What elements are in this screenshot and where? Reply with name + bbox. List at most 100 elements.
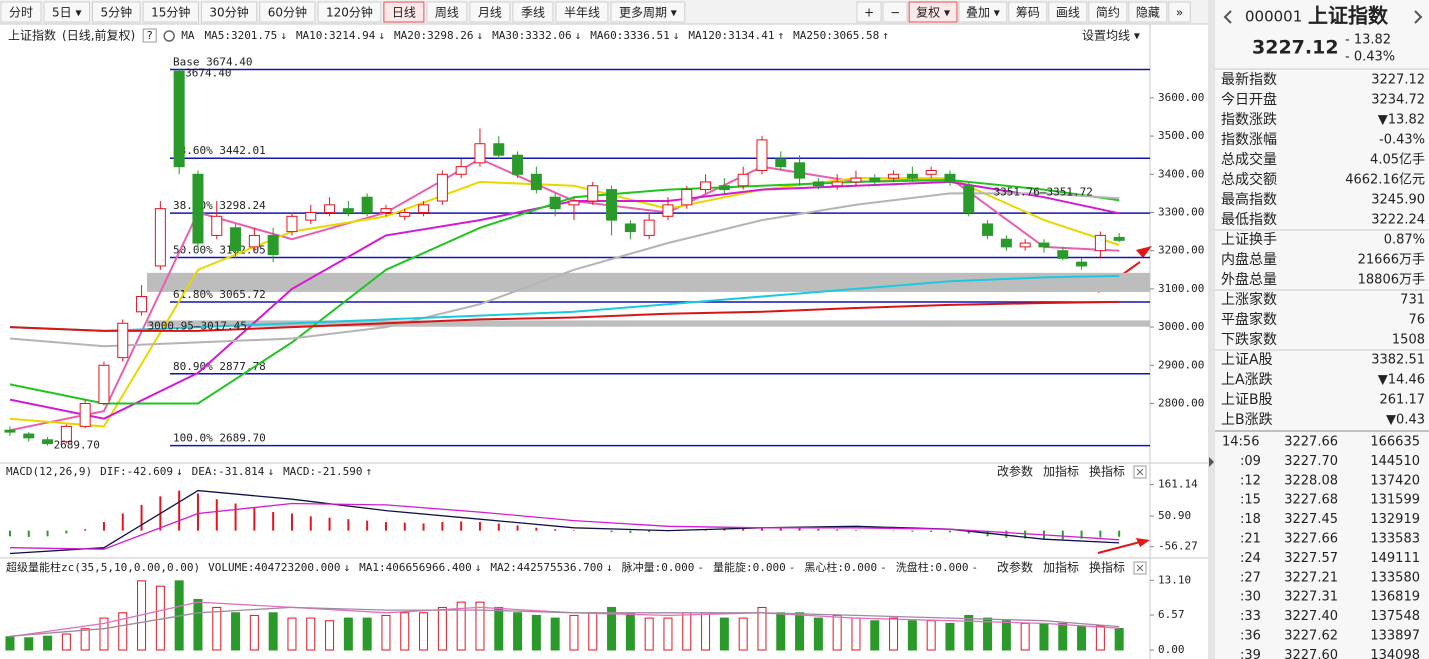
toolbar-label[interactable]: − xyxy=(890,6,900,20)
candle-body xyxy=(79,402,91,427)
candle-body xyxy=(568,200,580,206)
close-button[interactable] xyxy=(1133,465,1147,479)
toolbar-label[interactable]: + xyxy=(864,6,874,20)
toolbar-label[interactable]: 5日 ▾ xyxy=(52,6,81,20)
close-icon[interactable] xyxy=(1136,564,1144,572)
toolbar-button[interactable] xyxy=(383,1,425,23)
toolbar-label[interactable]: 季线 xyxy=(521,6,545,20)
indicator-line xyxy=(9,606,1120,637)
toolbar-button[interactable] xyxy=(610,1,686,23)
gear[interactable] xyxy=(163,30,175,42)
toolbar-button[interactable] xyxy=(317,1,382,23)
settings-icon[interactable] xyxy=(163,30,175,42)
quote-label: 上涨家数 xyxy=(1221,291,1277,308)
legend-entry: MA30:3332.06 xyxy=(492,29,571,42)
toolbar-button[interactable] xyxy=(555,1,609,23)
panel-button[interactable]: 换指标 xyxy=(1089,464,1125,479)
toolbar-button[interactable] xyxy=(92,1,141,23)
quote-label: 上A涨跌 xyxy=(1221,372,1273,388)
panel-button[interactable]: 改参数 xyxy=(997,464,1033,479)
toolbar-button[interactable] xyxy=(1008,1,1048,23)
toolbar-label[interactable]: 分时 xyxy=(9,6,33,20)
candle-body xyxy=(925,169,937,175)
toolbar-button[interactable] xyxy=(43,1,90,23)
toolbar-button[interactable] xyxy=(958,1,1008,23)
legend-entry: MA10:3214.94 xyxy=(296,29,376,42)
toolbar-label[interactable]: 筹码 xyxy=(1016,6,1040,20)
quote-value: ▼14.46 xyxy=(1378,373,1425,388)
close-button[interactable] xyxy=(1133,561,1147,575)
toolbar-button[interactable] xyxy=(1088,1,1128,23)
volume-bar xyxy=(550,617,560,651)
toolbar-button[interactable] xyxy=(200,1,258,23)
quote-code: 000001 xyxy=(1245,8,1302,26)
panel-button[interactable]: 换指标 xyxy=(1089,560,1125,575)
tick-price: 3227.62 xyxy=(1284,629,1338,644)
panel-button[interactable]: 加指标 xyxy=(1043,560,1079,575)
toolbar-label[interactable]: 15分钟 xyxy=(151,5,190,20)
toolbar-label[interactable]: 复权 ▾ xyxy=(916,6,950,20)
candle-body xyxy=(869,177,881,183)
settings-button[interactable]: 设置均线 ▾ xyxy=(1082,29,1140,43)
toolbar-label[interactable]: 隐藏 xyxy=(1136,6,1160,20)
toolbar-button[interactable] xyxy=(1128,1,1168,23)
toolbar-button[interactable] xyxy=(142,1,199,23)
toolbar-label[interactable]: 月线 xyxy=(478,6,502,20)
toolbar-button[interactable] xyxy=(856,1,882,23)
toolbar-label[interactable]: 60分钟 xyxy=(268,5,307,20)
toolbar-button[interactable] xyxy=(908,1,958,23)
toolbar-label[interactable]: 简约 xyxy=(1096,5,1120,20)
toolbar-button[interactable] xyxy=(0,1,42,23)
volume-bar xyxy=(268,612,278,651)
y-tick-label: 3300.00 xyxy=(1158,205,1204,218)
toolbar-label[interactable]: 周线 xyxy=(435,6,459,20)
prev-icon[interactable] xyxy=(1223,10,1232,24)
candle-body xyxy=(1113,236,1125,241)
panel-button[interactable]: 改参数 xyxy=(997,560,1033,575)
candle-body xyxy=(812,181,824,187)
volume-bar xyxy=(795,612,805,651)
toolbar-button[interactable] xyxy=(426,1,468,23)
toolbar-label[interactable]: 120分钟 xyxy=(326,5,373,20)
volume-bar xyxy=(494,606,504,651)
quote-value: 3245.90 xyxy=(1371,193,1425,208)
toolbar-button[interactable] xyxy=(469,1,511,23)
toolbar-button[interactable] xyxy=(1048,1,1088,23)
volume-bar xyxy=(212,606,222,651)
quote-change: - 13.82 xyxy=(1345,33,1391,48)
next-icon[interactable] xyxy=(1414,10,1423,24)
toolbar-button[interactable] xyxy=(259,1,316,23)
volume-bar xyxy=(5,636,15,651)
candle-body xyxy=(4,429,16,433)
toolbar-label[interactable]: 叠加 ▾ xyxy=(966,6,1000,20)
toolbar-label[interactable]: 更多周期 ▾ xyxy=(619,6,677,20)
tick-time: 14:56 xyxy=(1222,435,1259,450)
tick-volume: 133580 xyxy=(1370,570,1420,585)
legend-entry: VOLUME:404723200.000 xyxy=(208,561,340,574)
toolbar-label[interactable]: 半年线 xyxy=(564,6,600,20)
legend-arrow: - xyxy=(880,561,887,574)
close-icon[interactable] xyxy=(1136,468,1144,476)
help-box[interactable] xyxy=(142,28,157,43)
candle-body xyxy=(342,208,354,213)
legend-entry: DEA:-31.814 xyxy=(192,465,265,478)
toolbar-button[interactable] xyxy=(512,1,554,23)
toolbar-label[interactable]: » xyxy=(1176,6,1183,20)
divider-toggle[interactable] xyxy=(1209,457,1214,467)
panel-button[interactable]: 加指标 xyxy=(1043,464,1079,479)
volume-bar xyxy=(61,633,71,651)
toolbar-label[interactable]: 30分钟 xyxy=(209,5,248,20)
y-tick-label: 2800.00 xyxy=(1158,396,1204,409)
toolbar-label[interactable]: 日线 xyxy=(392,6,416,20)
candle-body xyxy=(154,208,166,267)
legend-entry: 洗盘柱:0.000 xyxy=(896,560,969,574)
divider[interactable] xyxy=(1208,0,1215,659)
toolbar-button[interactable] xyxy=(1168,1,1191,23)
toolbar-label[interactable]: 画线 xyxy=(1056,6,1080,20)
volume-bar xyxy=(80,628,90,651)
toolbar-button[interactable] xyxy=(882,1,908,23)
tick-time: :18 xyxy=(1240,512,1261,527)
toolbar-label[interactable]: 5分钟 xyxy=(101,5,133,20)
help-icon[interactable]: ? xyxy=(146,29,153,42)
